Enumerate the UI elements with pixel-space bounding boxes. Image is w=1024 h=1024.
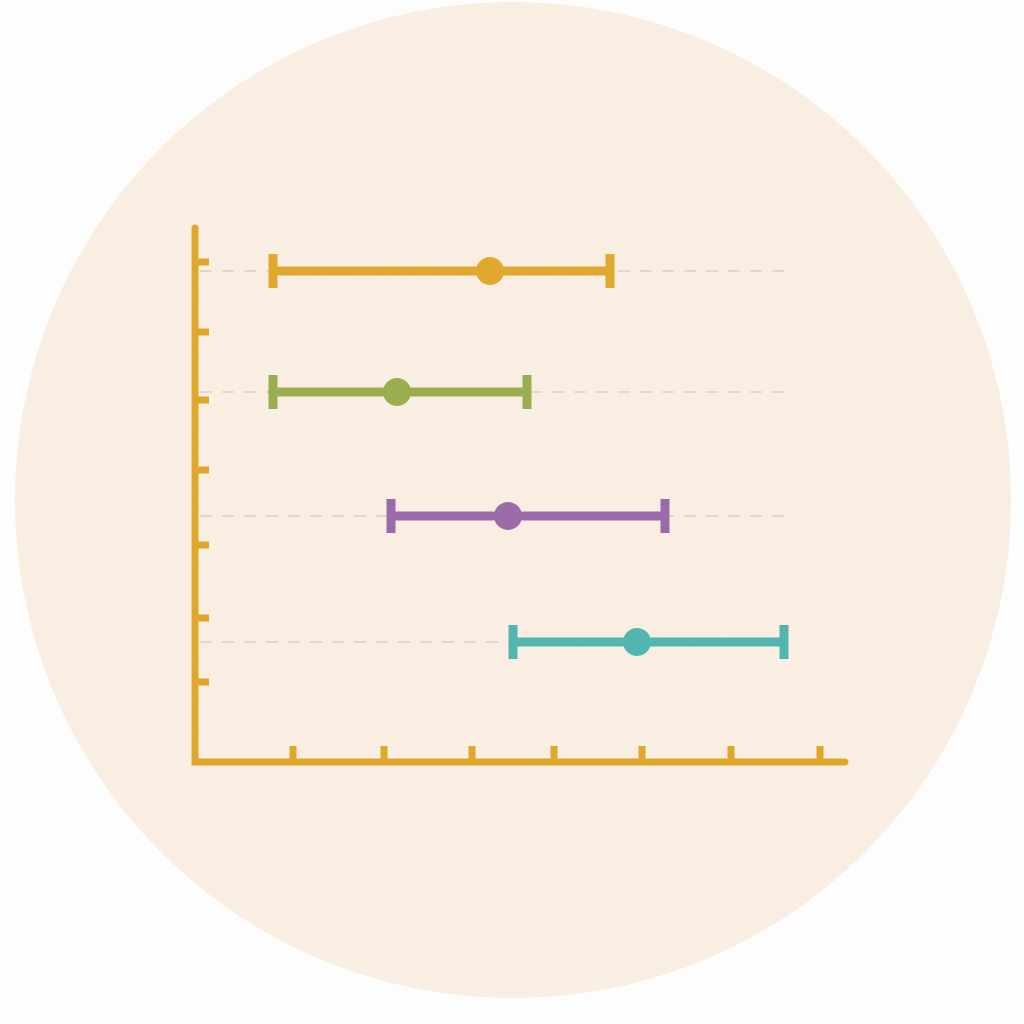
axis-spine	[191, 224, 849, 766]
axis-group	[191, 224, 849, 766]
ci-row-1	[268, 375, 532, 409]
ci-point-marker-2	[494, 502, 522, 530]
ci-row-3	[508, 625, 789, 659]
ci-point-marker-0	[476, 257, 504, 285]
x-axis-tick-group	[289, 746, 824, 763]
plot-disc-background	[15, 2, 1011, 998]
ci-row-0	[268, 254, 615, 288]
series-group	[268, 254, 789, 659]
ci-row-2	[386, 499, 670, 533]
y-axis-tick-group	[194, 258, 209, 686]
ci-point-marker-1	[383, 378, 411, 406]
ci-point-marker-3	[623, 628, 651, 656]
